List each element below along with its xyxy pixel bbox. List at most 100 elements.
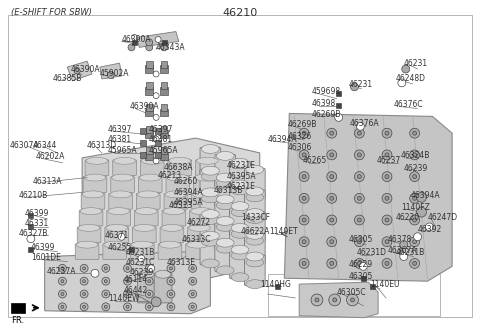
Ellipse shape	[138, 270, 154, 278]
Ellipse shape	[82, 191, 104, 198]
Bar	[361, 276, 366, 281]
Text: 46269B: 46269B	[288, 120, 317, 129]
Text: 46381: 46381	[148, 135, 172, 144]
Circle shape	[74, 68, 80, 74]
Text: 46231: 46231	[404, 59, 428, 67]
Circle shape	[148, 292, 151, 295]
Bar	[161, 61, 168, 67]
Circle shape	[126, 280, 129, 283]
Text: 45965A: 45965A	[108, 146, 137, 156]
Circle shape	[358, 196, 361, 200]
Circle shape	[145, 290, 153, 298]
Text: 46327B: 46327B	[19, 229, 48, 238]
Bar	[140, 128, 146, 134]
FancyBboxPatch shape	[200, 234, 221, 265]
Text: 46229: 46229	[348, 260, 372, 269]
Text: 46395A: 46395A	[174, 198, 204, 207]
Bar	[28, 247, 33, 252]
Ellipse shape	[246, 236, 264, 245]
Bar	[275, 284, 280, 289]
Circle shape	[335, 113, 343, 121]
Polygon shape	[136, 32, 179, 47]
Bar	[160, 109, 168, 116]
Bar	[146, 61, 153, 67]
FancyBboxPatch shape	[105, 227, 129, 243]
Text: 1140FZ: 1140FZ	[401, 203, 430, 212]
Circle shape	[354, 172, 364, 182]
Text: 46344: 46344	[33, 141, 57, 150]
Ellipse shape	[202, 188, 219, 197]
Circle shape	[358, 131, 361, 135]
Circle shape	[148, 267, 151, 270]
Text: 46239: 46239	[130, 268, 154, 277]
Text: 46305C: 46305C	[336, 288, 366, 297]
FancyBboxPatch shape	[215, 219, 236, 250]
Circle shape	[153, 93, 159, 99]
Circle shape	[145, 303, 153, 311]
FancyBboxPatch shape	[244, 255, 265, 286]
Bar	[146, 147, 153, 155]
Text: 46343A: 46343A	[155, 43, 185, 52]
FancyBboxPatch shape	[164, 193, 188, 209]
Bar	[132, 40, 137, 45]
Circle shape	[167, 290, 175, 298]
Ellipse shape	[165, 191, 187, 198]
Ellipse shape	[104, 241, 126, 248]
Ellipse shape	[108, 208, 130, 215]
Bar	[162, 40, 167, 45]
Circle shape	[153, 136, 159, 142]
Circle shape	[102, 277, 110, 285]
FancyBboxPatch shape	[160, 227, 184, 243]
Circle shape	[382, 172, 392, 182]
Bar	[11, 303, 25, 313]
Circle shape	[385, 131, 389, 135]
Text: 46269B: 46269B	[312, 110, 341, 119]
Circle shape	[91, 269, 99, 277]
Circle shape	[146, 39, 153, 46]
Bar	[140, 152, 146, 158]
Circle shape	[354, 215, 364, 225]
Circle shape	[357, 122, 364, 130]
FancyBboxPatch shape	[188, 227, 211, 243]
Circle shape	[358, 240, 361, 244]
Text: 46395A: 46395A	[226, 172, 256, 181]
Circle shape	[382, 128, 392, 138]
Text: 46376A: 46376A	[349, 119, 379, 128]
Ellipse shape	[202, 172, 219, 181]
Circle shape	[358, 261, 361, 265]
Ellipse shape	[202, 194, 219, 203]
Ellipse shape	[161, 224, 183, 231]
Circle shape	[123, 277, 132, 285]
Ellipse shape	[187, 241, 208, 248]
Text: 46114: 46114	[123, 275, 148, 284]
Text: 46313C: 46313C	[182, 235, 211, 244]
Ellipse shape	[246, 215, 264, 223]
Circle shape	[385, 196, 389, 200]
Circle shape	[330, 218, 334, 222]
Ellipse shape	[106, 224, 128, 231]
Circle shape	[123, 264, 132, 272]
Ellipse shape	[137, 191, 159, 198]
Text: 46399: 46399	[25, 209, 49, 217]
Ellipse shape	[194, 174, 216, 181]
Circle shape	[414, 233, 421, 241]
FancyBboxPatch shape	[140, 160, 164, 176]
Text: 1140HG: 1140HG	[260, 280, 290, 289]
Ellipse shape	[191, 208, 212, 215]
Circle shape	[167, 264, 175, 272]
Bar	[160, 65, 168, 73]
Text: 46231C: 46231C	[126, 258, 155, 267]
Circle shape	[360, 262, 367, 270]
Text: 46394A: 46394A	[268, 135, 297, 144]
Bar	[155, 140, 161, 146]
Circle shape	[27, 235, 35, 243]
FancyBboxPatch shape	[229, 161, 251, 192]
Circle shape	[126, 292, 129, 295]
Circle shape	[80, 303, 88, 311]
Circle shape	[385, 218, 389, 222]
Text: 45965A: 45965A	[148, 146, 178, 156]
Circle shape	[417, 192, 426, 202]
Circle shape	[410, 128, 420, 138]
Circle shape	[102, 264, 110, 272]
FancyBboxPatch shape	[79, 210, 103, 226]
